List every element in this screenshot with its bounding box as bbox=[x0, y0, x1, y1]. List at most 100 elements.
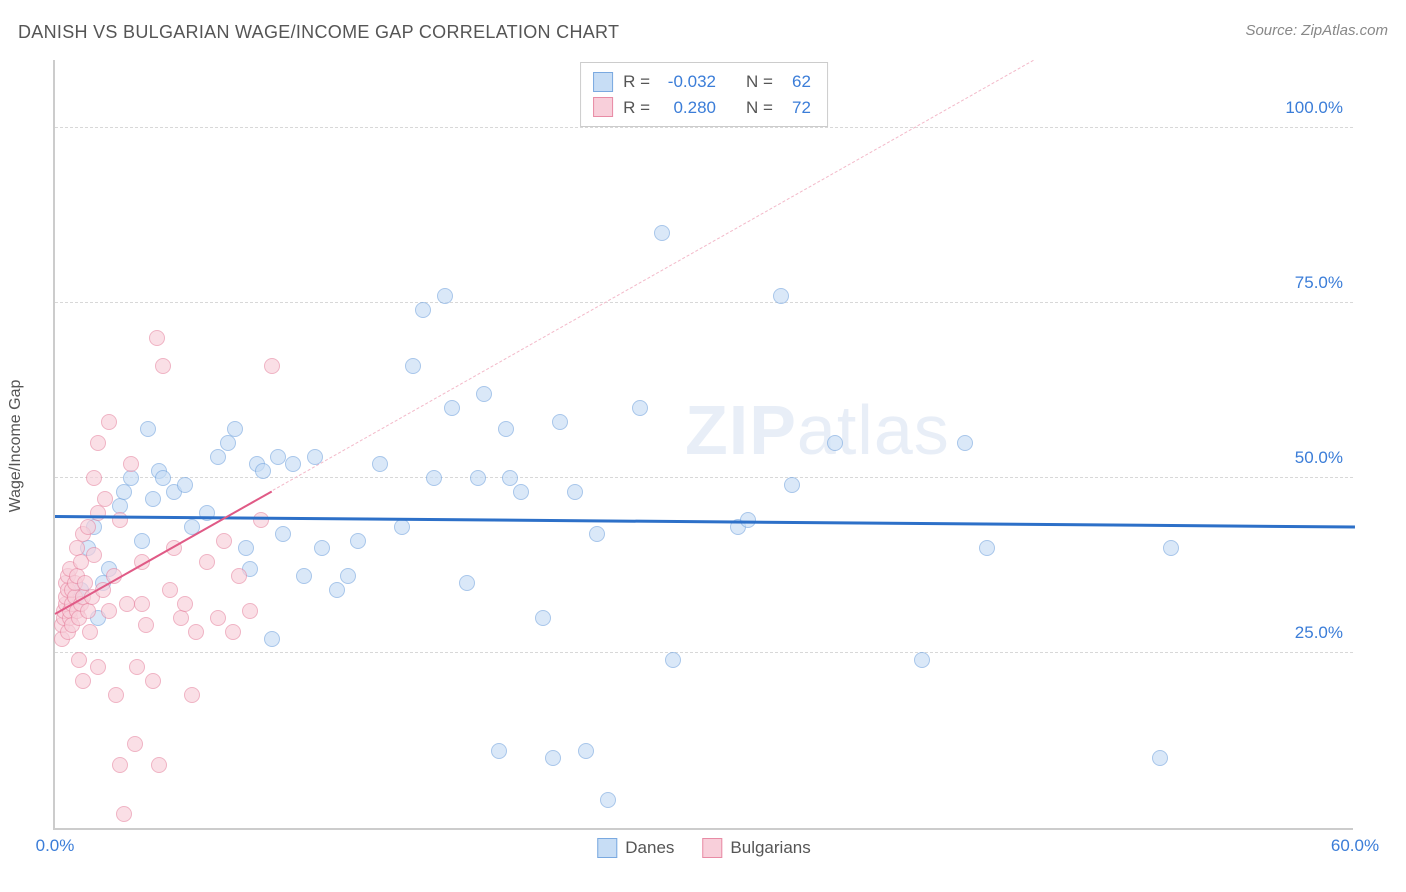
legend-label: Bulgarians bbox=[730, 838, 810, 858]
scatter-point bbox=[80, 519, 96, 535]
scatter-point bbox=[589, 526, 605, 542]
scatter-point bbox=[80, 603, 96, 619]
scatter-point bbox=[491, 743, 507, 759]
stats-legend-box: R =-0.032N =62R =0.280N =72 bbox=[580, 62, 828, 127]
scatter-point bbox=[340, 568, 356, 584]
scatter-point bbox=[138, 617, 154, 633]
stats-row: R =-0.032N =62 bbox=[593, 69, 811, 95]
scatter-point bbox=[827, 435, 843, 451]
trend-line bbox=[55, 515, 1355, 528]
scatter-point bbox=[82, 624, 98, 640]
scatter-point bbox=[101, 414, 117, 430]
stat-r-label: R = bbox=[623, 69, 650, 95]
scatter-point bbox=[184, 687, 200, 703]
scatter-point bbox=[123, 470, 139, 486]
scatter-point bbox=[415, 302, 431, 318]
scatter-point bbox=[177, 596, 193, 612]
scatter-point bbox=[1163, 540, 1179, 556]
scatter-point bbox=[238, 540, 254, 556]
scatter-point bbox=[567, 484, 583, 500]
scatter-point bbox=[140, 421, 156, 437]
scatter-point bbox=[134, 533, 150, 549]
watermark-zip: ZIP bbox=[685, 391, 797, 469]
y-tick-label: 25.0% bbox=[1295, 623, 1343, 643]
scatter-point bbox=[914, 652, 930, 668]
scatter-point bbox=[253, 512, 269, 528]
scatter-point bbox=[979, 540, 995, 556]
gridline-h bbox=[55, 652, 1353, 653]
source-attribution: Source: ZipAtlas.com bbox=[1245, 22, 1388, 39]
scatter-point bbox=[75, 673, 91, 689]
scatter-point bbox=[220, 435, 236, 451]
scatter-point bbox=[426, 470, 442, 486]
scatter-point bbox=[307, 449, 323, 465]
scatter-point bbox=[275, 526, 291, 542]
scatter-point bbox=[329, 582, 345, 598]
stat-n-label: N = bbox=[746, 95, 773, 121]
scatter-point bbox=[632, 400, 648, 416]
scatter-point bbox=[86, 547, 102, 563]
scatter-point bbox=[270, 449, 286, 465]
scatter-point bbox=[151, 757, 167, 773]
scatter-point bbox=[552, 414, 568, 430]
scatter-point bbox=[101, 603, 117, 619]
scatter-point bbox=[199, 554, 215, 570]
scatter-point bbox=[210, 449, 226, 465]
scatter-point bbox=[444, 400, 460, 416]
series-legend: Danes Bulgarians bbox=[597, 838, 810, 858]
scatter-point bbox=[545, 750, 561, 766]
scatter-point bbox=[216, 533, 232, 549]
scatter-point bbox=[784, 477, 800, 493]
scatter-point bbox=[112, 757, 128, 773]
scatter-point bbox=[314, 540, 330, 556]
scatter-point bbox=[162, 582, 178, 598]
stat-n-label: N = bbox=[746, 69, 773, 95]
scatter-point bbox=[116, 484, 132, 500]
scatter-point bbox=[116, 806, 132, 822]
scatter-point bbox=[231, 568, 247, 584]
y-tick-label: 75.0% bbox=[1295, 273, 1343, 293]
scatter-point bbox=[372, 456, 388, 472]
scatter-point bbox=[225, 624, 241, 640]
watermark: ZIPatlas bbox=[685, 390, 950, 470]
scatter-point bbox=[210, 610, 226, 626]
scatter-point bbox=[155, 470, 171, 486]
scatter-point bbox=[654, 225, 670, 241]
scatter-point bbox=[127, 736, 143, 752]
scatter-point bbox=[71, 652, 87, 668]
gridline-h bbox=[55, 127, 1353, 128]
scatter-point bbox=[957, 435, 973, 451]
scatter-point bbox=[498, 421, 514, 437]
scatter-point bbox=[459, 575, 475, 591]
scatter-point bbox=[86, 470, 102, 486]
scatter-point bbox=[188, 624, 204, 640]
scatter-point bbox=[600, 792, 616, 808]
scatter-point bbox=[264, 358, 280, 374]
scatter-point bbox=[255, 463, 271, 479]
scatter-point bbox=[285, 456, 301, 472]
legend-swatch bbox=[702, 838, 722, 858]
scatter-point bbox=[90, 435, 106, 451]
scatter-point bbox=[773, 288, 789, 304]
legend-item: Bulgarians bbox=[702, 838, 810, 858]
stat-r-value: 0.280 bbox=[660, 95, 716, 121]
gridline-h bbox=[55, 302, 1353, 303]
scatter-point bbox=[149, 330, 165, 346]
y-axis-label: Wage/Income Gap bbox=[7, 380, 25, 513]
scatter-point bbox=[578, 743, 594, 759]
x-tick-label: 0.0% bbox=[36, 836, 75, 856]
scatter-point bbox=[242, 603, 258, 619]
scatter-point bbox=[476, 386, 492, 402]
scatter-point bbox=[535, 610, 551, 626]
scatter-point bbox=[145, 491, 161, 507]
scatter-point bbox=[134, 596, 150, 612]
scatter-point bbox=[123, 456, 139, 472]
stat-r-label: R = bbox=[623, 95, 650, 121]
y-tick-label: 100.0% bbox=[1285, 98, 1343, 118]
scatter-point bbox=[173, 610, 189, 626]
scatter-point bbox=[108, 687, 124, 703]
x-tick-label: 60.0% bbox=[1331, 836, 1379, 856]
stats-swatch bbox=[593, 72, 613, 92]
scatter-point bbox=[502, 470, 518, 486]
legend-label: Danes bbox=[625, 838, 674, 858]
